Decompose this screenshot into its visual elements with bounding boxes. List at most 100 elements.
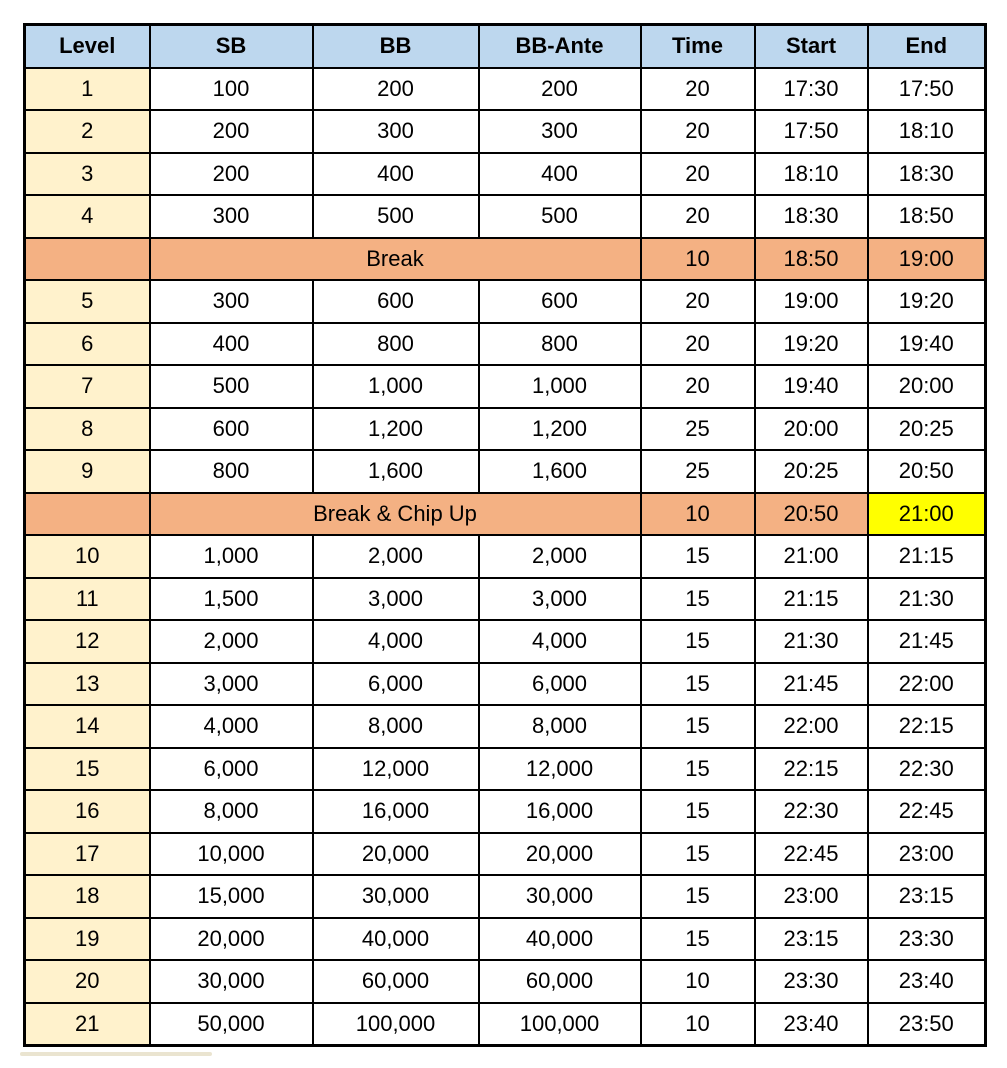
level-cell: 12 bbox=[23, 619, 151, 664]
level-row: 21 50,000 100,000 100,000 10 23:40 23:50 bbox=[23, 1001, 987, 1047]
end-cell: 22:15 bbox=[866, 704, 987, 749]
time-cell: 20 bbox=[639, 364, 756, 409]
bb-cell: 30,000 bbox=[311, 874, 480, 919]
level-row: 18 15,000 30,000 30,000 15 23:00 23:15 bbox=[23, 874, 987, 919]
sb-cell: 200 bbox=[148, 109, 314, 154]
time-cell: 15 bbox=[639, 831, 756, 876]
bb-cell: 400 bbox=[311, 151, 480, 196]
level-cell: 14 bbox=[23, 704, 151, 749]
bb-cell: 3,000 bbox=[311, 576, 480, 621]
header-end: End bbox=[866, 23, 987, 69]
bb-cell: 20,000 bbox=[311, 831, 480, 876]
time-cell: 25 bbox=[639, 449, 756, 494]
bb-ante-cell: 2,000 bbox=[477, 534, 642, 579]
start-cell: 17:30 bbox=[753, 66, 869, 111]
bb-ante-cell: 200 bbox=[477, 66, 642, 111]
bb-cell: 300 bbox=[311, 109, 480, 154]
level-cell: 21 bbox=[23, 1001, 151, 1047]
break-row: Break & Chip Up 10 20:50 21:00 bbox=[23, 491, 987, 536]
time-cell: 15 bbox=[639, 874, 756, 919]
end-cell: 22:00 bbox=[866, 661, 987, 706]
start-cell: 19:20 bbox=[753, 321, 869, 366]
level-row: 9 800 1,600 1,600 25 20:25 20:50 bbox=[23, 449, 987, 494]
start-cell: 22:30 bbox=[753, 789, 869, 834]
start-cell: 23:15 bbox=[753, 916, 869, 961]
sb-cell: 4,000 bbox=[148, 704, 314, 749]
end-cell: 20:00 bbox=[866, 364, 987, 409]
header-sb: SB bbox=[148, 23, 314, 69]
level-row: 6 400 800 800 20 19:20 19:40 bbox=[23, 321, 987, 366]
time-cell: 15 bbox=[639, 661, 756, 706]
sb-cell: 100 bbox=[148, 66, 314, 111]
blind-structure-container: Level SB BB BB-Ante Time Start End 1 100 2… bbox=[23, 23, 987, 1047]
time-cell: 20 bbox=[639, 66, 756, 111]
level-row: 17 10,000 20,000 20,000 15 22:45 23:00 bbox=[23, 831, 987, 876]
start-cell: 18:10 bbox=[753, 151, 869, 196]
start-cell: 18:50 bbox=[753, 236, 869, 281]
bb-cell: 40,000 bbox=[311, 916, 480, 961]
time-cell: 15 bbox=[639, 534, 756, 579]
level-row: 19 20,000 40,000 40,000 15 23:15 23:30 bbox=[23, 916, 987, 961]
level-row: 4 300 500 500 20 18:30 18:50 bbox=[23, 194, 987, 239]
end-cell: 18:30 bbox=[866, 151, 987, 196]
bb-ante-cell: 400 bbox=[477, 151, 642, 196]
time-cell: 15 bbox=[639, 619, 756, 664]
start-cell: 20:00 bbox=[753, 406, 869, 451]
start-cell: 19:00 bbox=[753, 279, 869, 324]
bb-cell: 2,000 bbox=[311, 534, 480, 579]
bb-cell: 1,200 bbox=[311, 406, 480, 451]
bb-cell: 100,000 bbox=[311, 1001, 480, 1047]
level-cell: 18 bbox=[23, 874, 151, 919]
bb-ante-cell: 1,000 bbox=[477, 364, 642, 409]
start-cell: 21:45 bbox=[753, 661, 869, 706]
time-cell: 20 bbox=[639, 109, 756, 154]
end-cell: 18:50 bbox=[866, 194, 987, 239]
sb-cell: 10,000 bbox=[148, 831, 314, 876]
table-body: 1 100 200 200 20 17:30 17:50 2 200 300 300 20 17:50 1… bbox=[23, 66, 987, 1047]
start-cell: 20:50 bbox=[753, 491, 869, 536]
start-cell: 21:30 bbox=[753, 619, 869, 664]
end-cell: 23:30 bbox=[866, 916, 987, 961]
header-bb: BB bbox=[311, 23, 480, 69]
end-cell: 19:20 bbox=[866, 279, 987, 324]
break-label-cell: Break & Chip Up bbox=[148, 491, 642, 536]
bb-cell: 800 bbox=[311, 321, 480, 366]
level-cell: 16 bbox=[23, 789, 151, 834]
sb-cell: 300 bbox=[148, 279, 314, 324]
header-start: Start bbox=[753, 23, 869, 69]
sb-cell: 30,000 bbox=[148, 959, 314, 1004]
bb-ante-cell: 1,600 bbox=[477, 449, 642, 494]
time-cell: 10 bbox=[639, 959, 756, 1004]
level-cell: 10 bbox=[23, 534, 151, 579]
bb-cell: 500 bbox=[311, 194, 480, 239]
level-row: 11 1,500 3,000 3,000 15 21:15 21:30 bbox=[23, 576, 987, 621]
sb-cell: 1,000 bbox=[148, 534, 314, 579]
time-cell: 20 bbox=[639, 194, 756, 239]
time-cell: 15 bbox=[639, 746, 756, 791]
bb-cell: 1,000 bbox=[311, 364, 480, 409]
level-row: 12 2,000 4,000 4,000 15 21:30 21:45 bbox=[23, 619, 987, 664]
end-cell: 21:45 bbox=[866, 619, 987, 664]
start-cell: 17:50 bbox=[753, 109, 869, 154]
level-row: 7 500 1,000 1,000 20 19:40 20:00 bbox=[23, 364, 987, 409]
level-cell: 4 bbox=[23, 194, 151, 239]
start-cell: 19:40 bbox=[753, 364, 869, 409]
time-cell: 15 bbox=[639, 704, 756, 749]
end-cell: 18:10 bbox=[866, 109, 987, 154]
sb-cell: 50,000 bbox=[148, 1001, 314, 1047]
bb-cell: 12,000 bbox=[311, 746, 480, 791]
sb-cell: 6,000 bbox=[148, 746, 314, 791]
time-cell: 25 bbox=[639, 406, 756, 451]
break-level-cell bbox=[23, 491, 151, 536]
header-time: Time bbox=[639, 23, 756, 69]
end-cell: 17:50 bbox=[866, 66, 987, 111]
sb-cell: 500 bbox=[148, 364, 314, 409]
level-row: 15 6,000 12,000 12,000 15 22:15 22:30 bbox=[23, 746, 987, 791]
level-cell: 8 bbox=[23, 406, 151, 451]
time-cell: 15 bbox=[639, 916, 756, 961]
level-row: 2 200 300 300 20 17:50 18:10 bbox=[23, 109, 987, 154]
bb-cell: 16,000 bbox=[311, 789, 480, 834]
bb-cell: 200 bbox=[311, 66, 480, 111]
sb-cell: 1,500 bbox=[148, 576, 314, 621]
level-cell: 2 bbox=[23, 109, 151, 154]
